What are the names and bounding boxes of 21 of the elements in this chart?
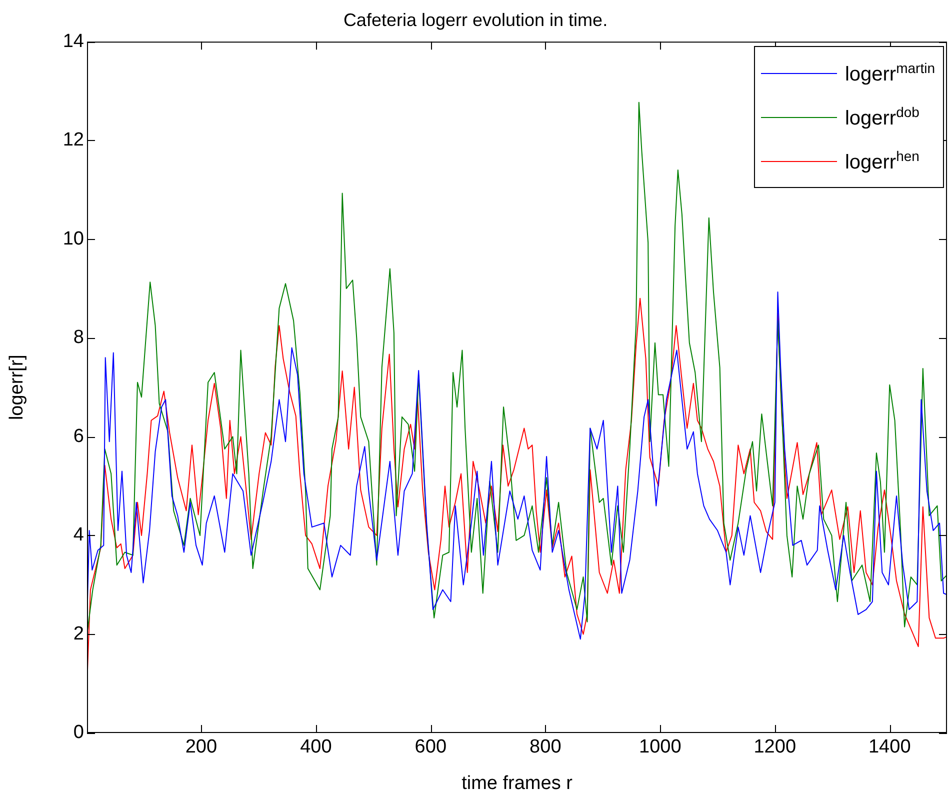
y-tick-label: 6 [73, 426, 84, 447]
y-tick-label: 14 [62, 30, 84, 52]
x-axis-title: time frames r [462, 772, 574, 794]
x-tick-label: 1400 [868, 736, 911, 758]
legend-label: logerr$^{dob}$ [844, 104, 920, 130]
y-tick-label: 12 [62, 130, 84, 151]
y-tick-label: 4 [73, 524, 84, 546]
x-tick-label: 800 [530, 736, 562, 758]
y-tick-label: 10 [62, 228, 84, 250]
x-tick-label: 1200 [754, 736, 796, 758]
x-tick-label: 400 [300, 736, 332, 758]
legend-label: logerr$^{hen}$ [844, 148, 920, 174]
y-tick-label: 0 [73, 722, 84, 744]
y-tick-label: 2 [73, 623, 84, 644]
x-tick-label: 200 [185, 736, 218, 758]
chart-title: Cafeteria logerr evolution in time. [343, 10, 608, 30]
x-tick-label: 1000 [639, 736, 682, 758]
legend-label: logerr$^{martin}$ [844, 60, 935, 86]
y-tick-label: 8 [73, 327, 84, 348]
x-tick-label: 600 [414, 736, 447, 758]
y-axis-title: logerr[r] [6, 354, 28, 420]
